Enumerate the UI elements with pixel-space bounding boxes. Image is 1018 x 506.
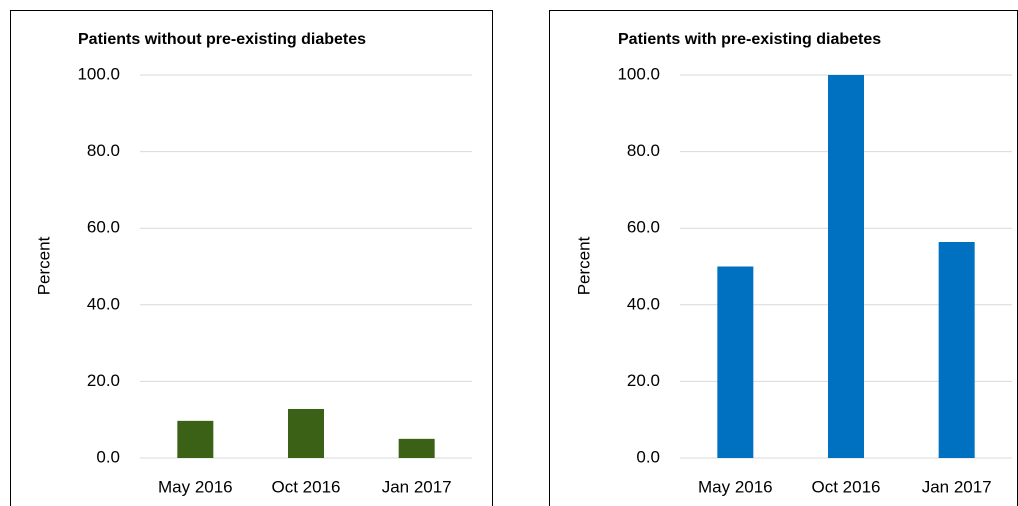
bar <box>288 408 324 458</box>
chart-title: Patients with pre-existing diabetes <box>618 31 881 48</box>
y-tick-label: 100.0 <box>77 64 120 83</box>
x-tick-label: Oct 2016 <box>812 477 881 496</box>
bar <box>717 266 754 458</box>
bar <box>398 438 435 458</box>
y-tick-label: 100.0 <box>617 64 660 83</box>
x-tick-label: Jan 2017 <box>382 477 452 496</box>
y-tick-label: 60.0 <box>627 218 660 237</box>
chart-title: Patients without pre-existing diabetes <box>78 31 366 48</box>
y-axis-label: Percent <box>574 236 593 295</box>
x-tick-label: May 2016 <box>158 477 233 496</box>
panel-border <box>10 10 493 506</box>
y-tick-label: 0.0 <box>636 447 660 466</box>
y-tick-label: 80.0 <box>87 141 120 160</box>
y-tick-label: 20.0 <box>627 371 660 390</box>
y-tick-label: 40.0 <box>87 294 120 313</box>
bar <box>828 75 864 458</box>
y-tick-label: 60.0 <box>87 218 120 237</box>
y-tick-label: 80.0 <box>627 141 660 160</box>
x-tick-label: Jan 2017 <box>922 477 992 496</box>
bar <box>938 241 975 458</box>
y-axis-label: Percent <box>34 236 53 295</box>
x-tick-label: Oct 2016 <box>272 477 341 496</box>
y-tick-label: 40.0 <box>627 294 660 313</box>
bar <box>177 420 214 458</box>
y-tick-label: 0.0 <box>96 447 120 466</box>
x-tick-label: May 2016 <box>698 477 773 496</box>
y-tick-label: 20.0 <box>87 371 120 390</box>
